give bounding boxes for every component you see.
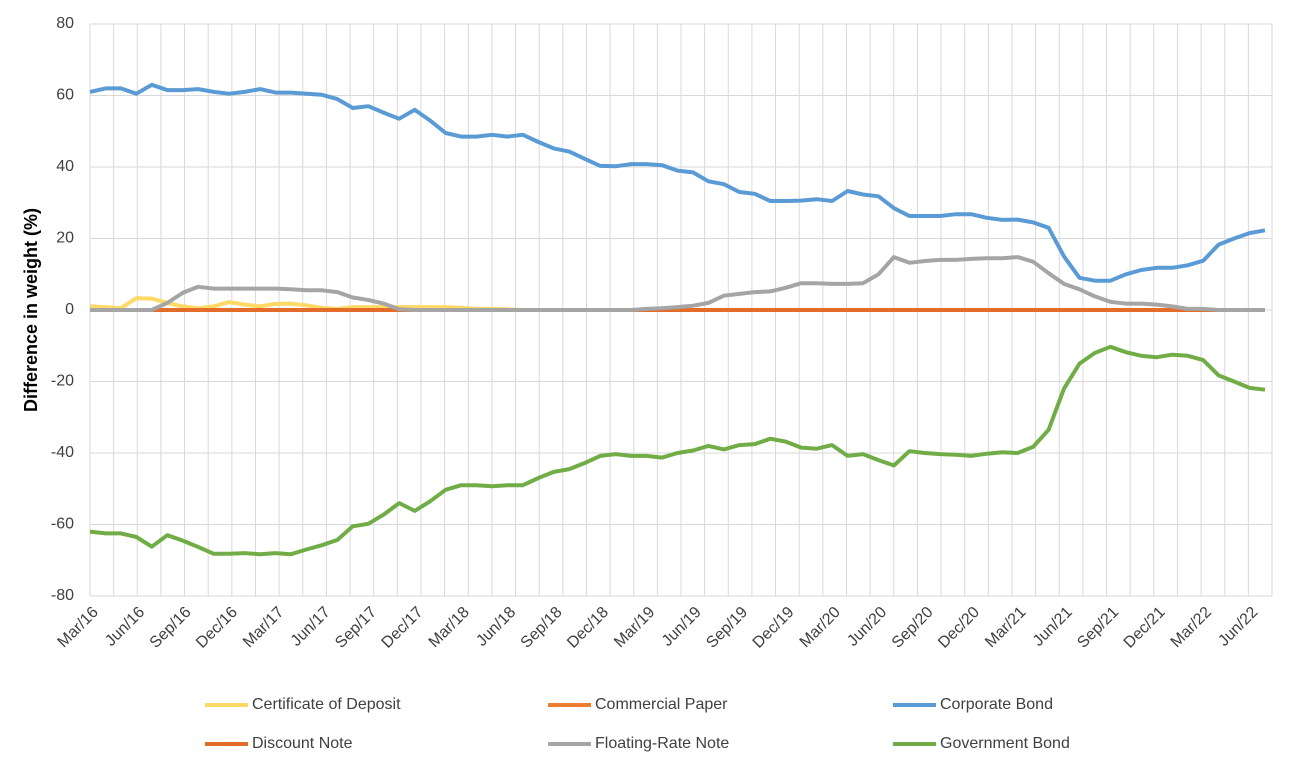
y-tick-label: -20 <box>51 373 74 390</box>
legend-label: Corporate Bond <box>940 696 1053 713</box>
legend-label: Government Bond <box>940 735 1070 752</box>
x-tick-label: Mar/18 <box>426 604 473 651</box>
series-line <box>89 82 1266 283</box>
y-tick-label: -60 <box>51 516 74 533</box>
x-tick-label: Mar/22 <box>1168 604 1215 651</box>
x-tick-label: Jun/19 <box>659 604 705 650</box>
x-tick-label: Dec/20 <box>935 604 983 652</box>
x-tick-label: Mar/21 <box>982 604 1029 651</box>
x-tick-label: Sep/17 <box>332 604 380 652</box>
x-tick-label: Jun/21 <box>1030 604 1076 650</box>
x-tick-label: Sep/19 <box>703 604 751 652</box>
x-tick-label: Dec/17 <box>379 604 427 652</box>
legend-label: Certificate of Deposit <box>252 696 401 713</box>
series-line <box>89 344 1266 557</box>
y-tick-label: 40 <box>56 158 74 175</box>
x-tick-label: Jun/17 <box>288 604 334 650</box>
legend-label: Floating-Rate Note <box>595 735 729 752</box>
x-tick-label: Mar/17 <box>240 604 287 651</box>
y-tick-label: 20 <box>56 230 74 247</box>
legend-label: Discount Note <box>252 735 353 752</box>
x-tick-label: Mar/20 <box>797 604 844 651</box>
y-tick-label: -40 <box>51 444 74 461</box>
y-axis-label: Difference in weight (%) <box>21 208 41 412</box>
series-line <box>90 255 1265 312</box>
x-tick-label: Sep/16 <box>147 604 195 652</box>
x-tick-label: Jun/16 <box>102 604 148 650</box>
y-tick-label: 60 <box>56 87 74 104</box>
x-tick-label: Jun/18 <box>473 604 519 650</box>
y-tick-label: 0 <box>65 301 74 318</box>
legend-label: Commercial Paper <box>595 696 728 713</box>
x-tick-label: Dec/19 <box>750 604 798 652</box>
x-tick-label: Dec/18 <box>564 604 612 652</box>
x-tick-label: Dec/16 <box>193 604 241 652</box>
x-tick-label: Jun/22 <box>1215 604 1261 650</box>
x-tick-label: Sep/18 <box>518 604 566 652</box>
x-tick-label: Mar/16 <box>55 604 102 651</box>
x-tick-label: Jun/20 <box>844 604 890 650</box>
x-tick-label: Sep/21 <box>1074 604 1122 652</box>
y-tick-label: -80 <box>51 587 74 604</box>
x-tick-label: Dec/21 <box>1121 604 1169 652</box>
x-tick-label: Sep/20 <box>889 604 937 652</box>
x-tick-label: Mar/19 <box>611 604 658 651</box>
y-tick-label: 80 <box>56 15 74 32</box>
